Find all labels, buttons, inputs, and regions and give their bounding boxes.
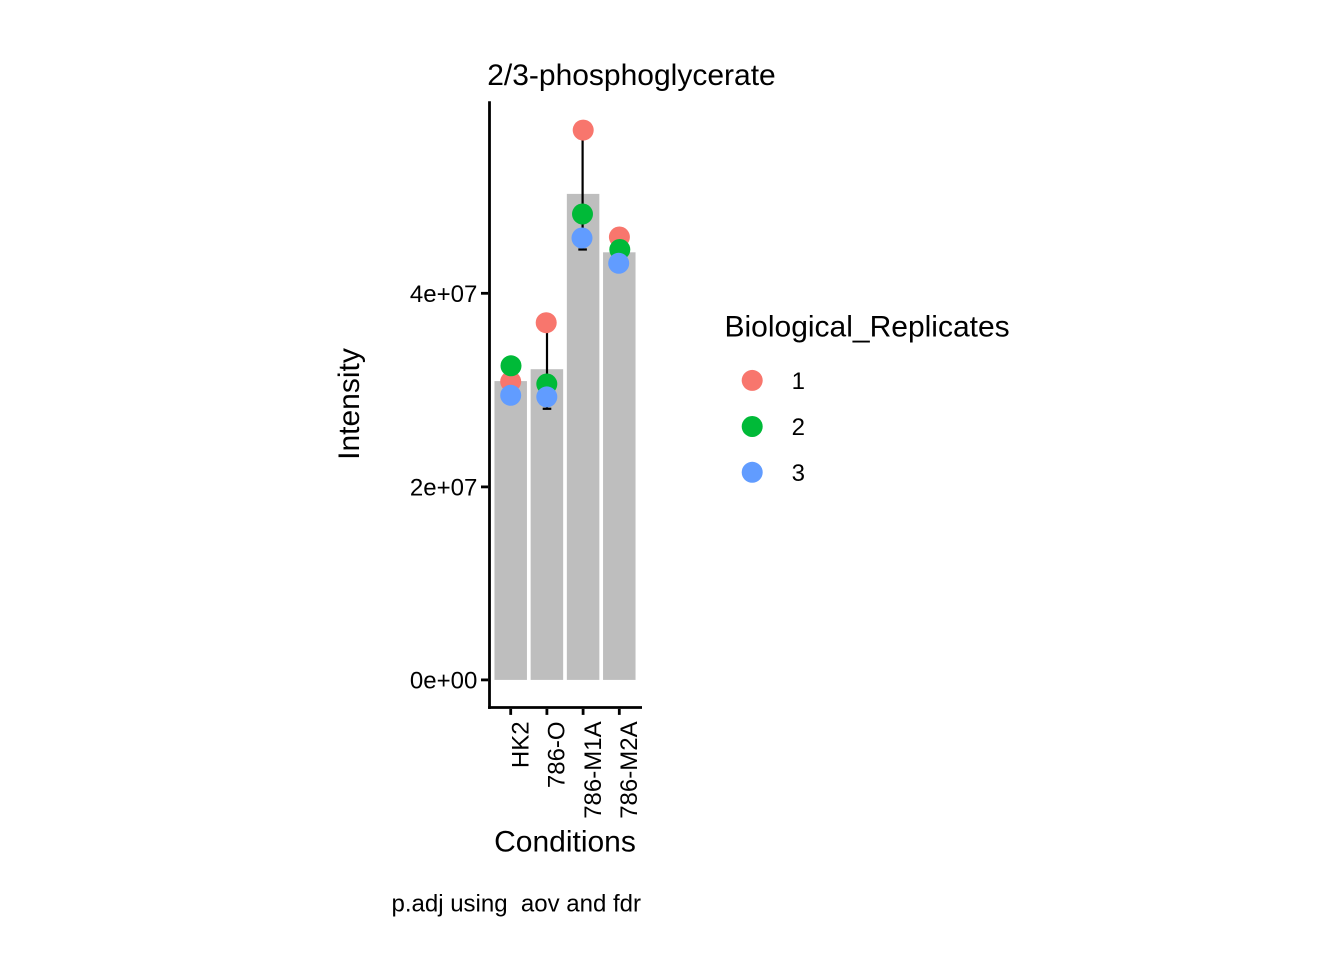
svg-text:0e+00: 0e+00 <box>410 668 477 695</box>
svg-text:Intensity: Intensity <box>333 348 366 460</box>
svg-text:Conditions: Conditions <box>494 826 636 859</box>
svg-text:2/3-phosphoglycerate: 2/3-phosphoglycerate <box>487 59 776 92</box>
svg-text:786-M2A: 786-M2A <box>616 721 643 818</box>
svg-text:HK2: HK2 <box>508 721 535 768</box>
svg-text:2: 2 <box>792 414 805 441</box>
svg-text:4e+07: 4e+07 <box>410 281 477 308</box>
svg-text:Biological_Replicates: Biological_Replicates <box>725 311 1010 344</box>
svg-text:p.adj using aov and fdr: p.adj using aov and fdr <box>391 890 641 917</box>
svg-text:786-O: 786-O <box>544 721 571 788</box>
svg-text:1: 1 <box>792 368 805 395</box>
svg-text:3: 3 <box>792 460 805 487</box>
svg-text:786-M1A: 786-M1A <box>580 721 607 818</box>
svg-text:2e+07: 2e+07 <box>410 475 477 502</box>
